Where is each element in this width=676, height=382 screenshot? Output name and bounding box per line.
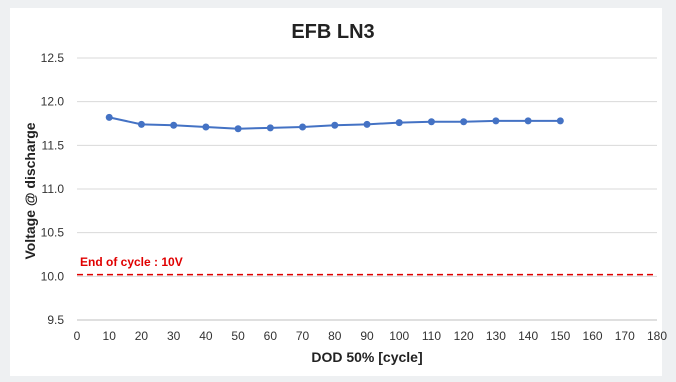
- y-tick-label: 10.0: [41, 269, 65, 283]
- data-point: [492, 117, 500, 125]
- x-tick-label: 70: [296, 329, 310, 343]
- reference-line-label: End of cycle : 10V: [80, 255, 183, 269]
- y-tick-label: 11.5: [42, 138, 65, 152]
- data-point: [524, 117, 532, 125]
- y-tick-label: 12.5: [41, 51, 65, 65]
- x-tick-label: 170: [615, 329, 635, 343]
- x-axis-label: DOD 50% [cycle]: [311, 349, 422, 365]
- data-point: [202, 123, 210, 131]
- y-tick-label: 9.5: [47, 313, 64, 327]
- data-point: [395, 119, 403, 127]
- data-point: [299, 123, 307, 131]
- y-axis-label: Voltage @ discharge: [22, 122, 38, 259]
- x-tick-label: 20: [135, 329, 149, 343]
- x-tick-label: 80: [328, 329, 342, 343]
- y-tick-label: 10.5: [41, 226, 65, 240]
- x-tick-label: 180: [647, 329, 667, 343]
- chart-title: EFB LN3: [291, 21, 374, 43]
- data-point: [460, 118, 468, 126]
- data-point: [234, 125, 242, 133]
- x-tick-label: 130: [486, 329, 506, 343]
- x-tick-labels: 0 10 20 30 40 50 60 70 80 90 100 110 120 130 140 150 160…: [74, 329, 668, 343]
- data-point: [363, 120, 371, 128]
- x-tick-label: 110: [422, 329, 441, 343]
- data-point: [170, 121, 178, 129]
- x-tick-label: 10: [103, 329, 117, 343]
- y-tick-label: 11.0: [42, 182, 65, 196]
- chart-area: [10, 8, 662, 376]
- data-point: [556, 117, 564, 125]
- x-tick-label: 120: [454, 329, 474, 343]
- y-tick-label: 12.0: [41, 95, 65, 109]
- x-tick-label: 40: [199, 329, 213, 343]
- x-tick-label: 0: [74, 329, 81, 343]
- x-tick-label: 30: [167, 329, 181, 343]
- data-point: [427, 118, 435, 126]
- x-tick-label: 140: [518, 329, 538, 343]
- data-point: [137, 120, 145, 128]
- x-tick-label: 50: [231, 329, 245, 343]
- y-gridlines: [77, 57, 657, 277]
- series-points: [105, 113, 564, 133]
- data-point: [105, 113, 113, 121]
- data-point: [266, 124, 274, 132]
- x-tick-label: 60: [264, 329, 278, 343]
- x-tick-label: 150: [550, 329, 570, 343]
- y-tick-labels: 9.5 10.0 10.5 11.0 11.5 12.0 12.5: [41, 51, 65, 327]
- x-tick-label: 100: [389, 329, 409, 343]
- x-tick-label: 160: [583, 329, 603, 343]
- data-point: [331, 121, 339, 129]
- x-tick-label: 90: [360, 329, 374, 343]
